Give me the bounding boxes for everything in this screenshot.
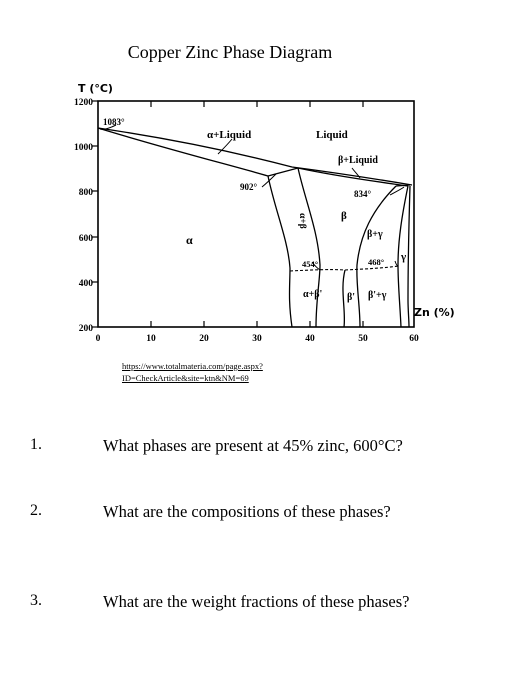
x-tick-label: 0 [96, 334, 101, 344]
question-number: 1. [30, 436, 42, 453]
region-label-alpha-beta: α+β [297, 213, 307, 229]
y-tick-label: 1000 [74, 143, 93, 153]
temperature-pointers [99, 124, 405, 271]
pointer-beta-liquid [351, 167, 361, 179]
question-text: What are the compositions of these phase… [103, 502, 391, 521]
phase-boundaries [97, 127, 413, 328]
x-tick-label: 40 [305, 334, 315, 344]
temp-label-834: 834° [354, 189, 372, 199]
y-tick-label: 600 [79, 234, 94, 244]
y-tick-label: 400 [79, 279, 94, 289]
y-axis-label: T (°C) [78, 82, 113, 95]
x-tick-label: 30 [252, 334, 262, 344]
order-disorder-line [289, 265, 399, 272]
alpha-solidus-line [97, 127, 269, 177]
peritectic-902-line [267, 167, 299, 177]
question-text: What are the weight fractions of these p… [103, 592, 410, 611]
x-axis-ticks [150, 101, 364, 327]
phase-diagram: T (°C) Zn (%) 1200 1000 800 600 400 200 … [74, 82, 455, 344]
temp-label-454: 454° [302, 259, 318, 269]
x-tick-label: 60 [409, 334, 419, 344]
gamma-left-boundary [397, 185, 409, 328]
pointer-834 [389, 186, 405, 196]
pointer-468 [394, 260, 399, 267]
diagram-title: Copper Zinc Phase Diagram [127, 42, 333, 62]
liquidus-line [97, 127, 413, 186]
y-axis-ticks [92, 100, 98, 328]
beta-solidus-line [297, 167, 409, 187]
question-number: 2. [30, 502, 42, 519]
region-label-beta: β [341, 210, 347, 222]
alpha-solvus-line [267, 175, 293, 328]
gamma-right-boundary [407, 185, 411, 328]
region-label-liquid: Liquid [316, 129, 348, 141]
region-label-beta-gamma: β+γ [367, 229, 383, 240]
source-link[interactable]: https://www.totalmateria.com/page.aspx? … [122, 360, 263, 384]
pointer-alpha-liquid [217, 138, 233, 155]
beta-left-boundary [297, 167, 321, 328]
region-label-gamma: γ [400, 251, 406, 263]
y-tick-label: 800 [79, 188, 94, 198]
temp-label-1083: 1083° [103, 117, 125, 127]
pointer-902 [261, 173, 277, 188]
region-label-alpha: α [186, 233, 193, 247]
region-label-betaprime: β' [347, 292, 355, 303]
x-axis-label: Zn (%) [414, 306, 455, 319]
y-tick-label: 200 [79, 324, 94, 334]
question-text: What phases are present at 45% zinc, 600… [103, 436, 403, 455]
temp-label-902: 902° [240, 182, 258, 192]
pointer-1083 [99, 124, 117, 130]
region-label-beta-liquid: β+Liquid [338, 155, 378, 166]
region-label-alpha-betaprime: α+β' [303, 289, 323, 300]
y-tick-label: 1200 [74, 98, 93, 108]
temp-label-468: 468° [368, 257, 384, 267]
x-tick-label: 20 [199, 334, 209, 344]
region-label-betaprime-gamma: β'+γ [368, 290, 387, 301]
betaprime-boundary [342, 269, 346, 328]
peritectic-834-line [395, 184, 411, 187]
source-link-line1[interactable]: https://www.totalmateria.com/page.aspx? [122, 361, 263, 371]
ordering-lines [289, 265, 399, 272]
x-tick-label: 10 [146, 334, 156, 344]
question-number: 3. [30, 592, 42, 609]
x-tick-label: 50 [358, 334, 368, 344]
pointer-454 [311, 261, 321, 271]
beta-right-boundary [356, 185, 397, 328]
plot-frame [97, 100, 415, 328]
source-link-line2[interactable]: ID=CheckArticle&site=ktn&NM=69 [122, 373, 249, 383]
region-label-alpha-liquid: α+Liquid [207, 129, 251, 141]
